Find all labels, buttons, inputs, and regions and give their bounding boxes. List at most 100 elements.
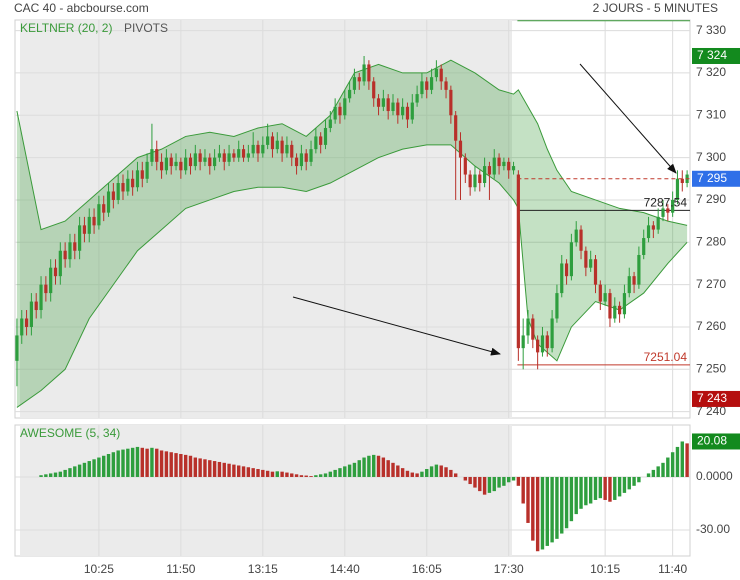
legend-keltner: KELTNER (20, 2) (20, 21, 112, 35)
oscillator-bar (135, 446, 140, 477)
candle-body (237, 149, 241, 158)
oscillator-bar (579, 476, 583, 509)
candle-body (492, 157, 496, 175)
candle-body (603, 293, 607, 302)
candle-body (429, 77, 434, 90)
candle-body (531, 318, 535, 340)
oscillator-bar (675, 446, 680, 477)
oscillator-bar (439, 465, 443, 477)
oscillator-bar (507, 476, 511, 483)
oscillator-bar (309, 476, 313, 477)
oscillator-bar (381, 457, 386, 477)
candle-body (97, 204, 101, 226)
candle-body (159, 161, 164, 171)
candle-body (487, 166, 492, 175)
candle-body (184, 157, 188, 171)
candle-body (632, 276, 636, 285)
oscillator-bar (222, 462, 226, 477)
keltner-upper (16, 59, 688, 231)
oscillator-bar (126, 448, 130, 477)
oscillator-bar (58, 471, 63, 477)
oscillator-bar (159, 450, 164, 477)
y-tick-label: 7 310 (696, 107, 726, 121)
oscillator-bar (92, 459, 96, 477)
candle-body (241, 149, 246, 158)
candle-body (381, 98, 385, 107)
oscillator-bar (670, 452, 675, 477)
candle-body (352, 77, 357, 90)
candle-body (15, 335, 19, 361)
candle-body (140, 170, 144, 179)
y-tick-label: 7 240 (696, 404, 726, 418)
candle-body (405, 106, 410, 120)
oscillator-bar (328, 471, 333, 477)
oscillator-badge-label: 20.08 (697, 434, 727, 448)
candle-body (328, 119, 332, 128)
oscillator-bar (521, 476, 525, 504)
oscillator-bar (574, 476, 578, 515)
candle-body (420, 81, 424, 95)
oscillator-bar (140, 447, 144, 477)
candle-body (675, 178, 680, 200)
candle-body (58, 250, 62, 277)
oscillator-bar (63, 469, 67, 477)
candle-body (680, 178, 684, 184)
candle-body (29, 301, 33, 327)
oscillator-bar (347, 464, 352, 477)
oscillator-bar (237, 465, 241, 477)
y-tick-label: 7 290 (696, 192, 726, 206)
oscillator-bar (666, 457, 670, 477)
oscillator-bar (48, 473, 53, 477)
candle-body (294, 157, 299, 167)
oscillator-bar (130, 447, 135, 477)
candle-body (439, 68, 443, 82)
candle-body (521, 335, 525, 349)
candle-body (106, 191, 111, 213)
candle-body (174, 161, 178, 167)
candle-body (343, 98, 347, 116)
oscillator-bar (232, 464, 236, 477)
candle-body (304, 153, 308, 162)
candle-body (511, 166, 516, 171)
candle-body (444, 81, 448, 90)
candle-body (145, 161, 149, 179)
candle-body (333, 106, 337, 120)
candle-body (526, 318, 530, 336)
oscillator-bar (106, 453, 111, 477)
oscillator-bar (150, 447, 154, 477)
oscillator-bar (333, 469, 337, 477)
oscillator-bar (261, 469, 265, 477)
oscillator-bar (661, 462, 665, 477)
oscillator-bar (550, 476, 554, 543)
candle-body (232, 153, 236, 158)
oscillator-bar (53, 472, 58, 477)
candle-body (87, 216, 91, 234)
oscillator-bar (386, 460, 390, 477)
candle-body (357, 77, 361, 82)
y-tick-label: -30.00 (696, 522, 730, 536)
oscillator-bar (217, 461, 222, 477)
candle-body (73, 242, 77, 251)
oscillator-bar (478, 476, 482, 492)
candle-body (116, 183, 120, 200)
oscillator-bar (482, 476, 487, 495)
candle-body (20, 318, 24, 336)
price-badge (692, 390, 740, 407)
oscillator-bar (188, 455, 193, 477)
oscillator-bar (179, 453, 183, 477)
candle-body (593, 259, 598, 285)
oscillator-bar (463, 476, 468, 481)
oscillator-bar (608, 476, 612, 502)
candle-body (280, 140, 284, 154)
oscillator-bar (362, 457, 366, 477)
candle-body (251, 144, 255, 154)
oscillator-bar (198, 458, 202, 477)
candle-body (203, 157, 207, 162)
candle-body (155, 149, 159, 162)
oscillator-bar (145, 448, 149, 477)
candle-body (536, 339, 540, 353)
candle-body (666, 208, 670, 213)
candle-body (78, 225, 82, 251)
candle-body (646, 225, 651, 239)
oscillator-bar (396, 465, 400, 477)
